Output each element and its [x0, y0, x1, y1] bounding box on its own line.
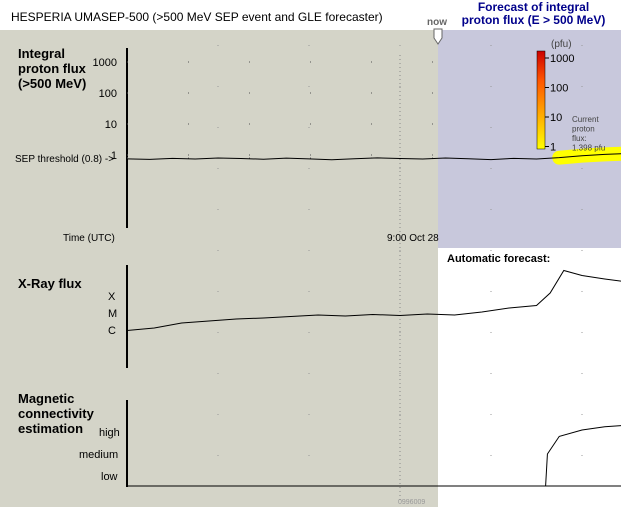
now-marker-icon: [433, 28, 443, 45]
xray-flux-line: [126, 269, 621, 331]
proton-flux-line: [126, 153, 621, 161]
proton-chart-title: Integral: [18, 46, 65, 61]
footer-code: 0996009: [398, 499, 425, 506]
scale-tick-label: 1000: [550, 53, 574, 65]
proton-y-tick-label: 100: [99, 88, 117, 100]
connectivity-y-tick-label: low: [101, 471, 118, 483]
proton-y-tick-label: 1: [111, 150, 117, 162]
proton-chart-title: (>500 MeV): [18, 76, 86, 91]
scale-tick-label: 1: [550, 142, 556, 154]
forecast-title-line2: proton flux (E > 500 MeV): [461, 13, 606, 27]
past-data-panel: [0, 30, 438, 507]
time-axis-label: Time (UTC): [63, 233, 115, 244]
connectivity-chart-title: Magnetic: [18, 391, 74, 406]
forecast-panel: [438, 30, 621, 248]
current-flux-label: flux:: [572, 134, 587, 143]
xray-y-tick-label: X: [108, 291, 116, 303]
xray-y-tick-label: M: [108, 308, 117, 320]
now-label: now: [427, 17, 447, 28]
scale-tick-label: 10: [550, 112, 562, 124]
proton-y-tick-label: 1000: [93, 57, 117, 69]
xray-chart-title: X-Ray flux: [18, 276, 82, 291]
forecast-title: Forecast of integral proton flux (E > 50…: [446, 1, 621, 27]
forecast-title-line1: Forecast of integral: [477, 0, 590, 14]
proton-chart-title: proton flux: [18, 61, 87, 76]
forecast-color-scale: [536, 50, 546, 150]
app-title: HESPERIA UMASEP-500 (>500 MeV SEP event …: [11, 10, 383, 24]
automatic-forecast-label: Automatic forecast:: [447, 253, 551, 265]
connectivity-chart-title: connectivity: [18, 406, 95, 421]
scale-unit-label: (pfu): [551, 39, 572, 50]
scale-tick-label: 100: [550, 83, 568, 95]
connectivity-y-tick-label: medium: [79, 449, 118, 461]
proton-y-tick-label: 10: [105, 119, 117, 131]
header-bar: HESPERIA UMASEP-500 (>500 MeV SEP event …: [0, 0, 621, 30]
current-flux-label: Current: [572, 115, 599, 124]
current-flux-label: 1.398 pfu: [572, 144, 605, 153]
xray-y-tick-label: C: [108, 325, 116, 337]
connectivity-line: [127, 425, 621, 487]
current-flux-label: proton: [572, 125, 595, 134]
connectivity-chart-title: estimation: [18, 421, 83, 436]
time-tick-label: 9:00 Oct 28: [387, 233, 439, 244]
sep-threshold-label: SEP threshold (0.8) ->: [15, 154, 114, 165]
connectivity-y-tick-label: high: [99, 427, 120, 439]
